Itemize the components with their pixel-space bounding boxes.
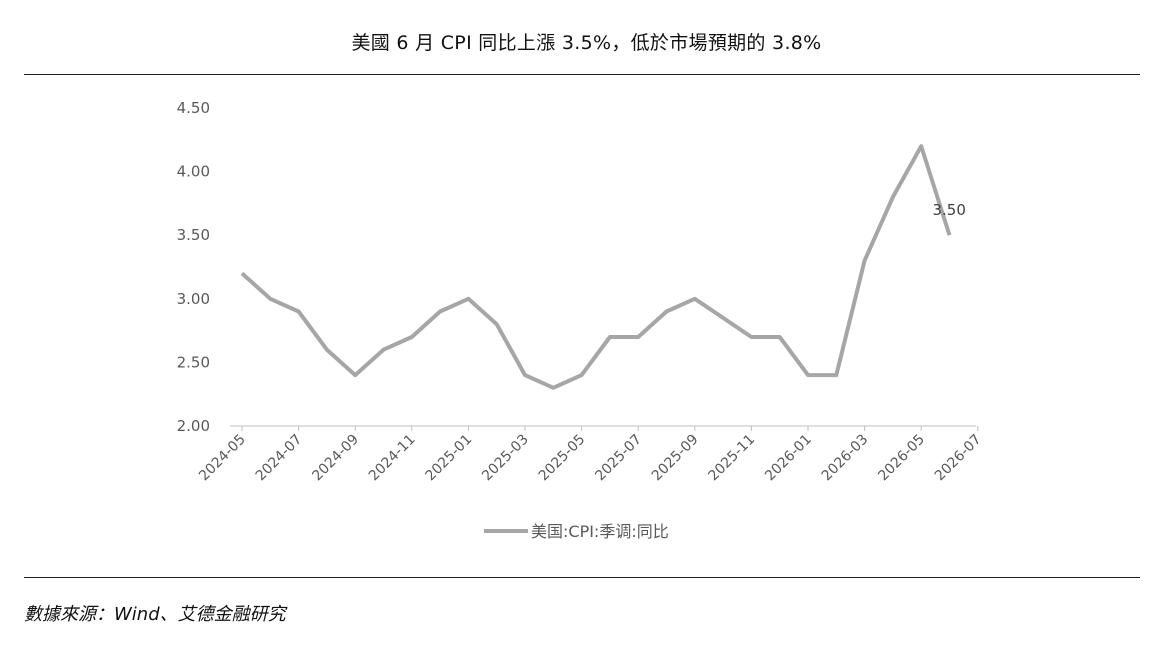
data-point (636, 335, 640, 339)
data-point (834, 373, 838, 377)
data-point (466, 297, 470, 301)
data-point (948, 233, 952, 237)
data-point (863, 259, 867, 263)
data-point (778, 335, 782, 339)
x-tick-label: 2025-09 (649, 432, 702, 485)
data-point (325, 348, 329, 352)
x-tick-label: 2024-09 (309, 432, 362, 485)
data-point (268, 297, 272, 301)
y-tick-label: 4.00 (177, 163, 210, 181)
y-tick-label: 3.50 (177, 226, 210, 244)
x-tick-label: 2025-07 (592, 432, 645, 485)
y-tick-label: 3.00 (177, 290, 210, 308)
x-tick-label: 2025-05 (536, 432, 589, 485)
top-divider (24, 74, 1140, 75)
data-point (580, 373, 584, 377)
series-line (240, 144, 952, 390)
x-tick-label: 2026-07 (932, 432, 985, 485)
data-point (551, 386, 555, 390)
legend-label: 美国:CPI:季调:同比 (531, 522, 669, 541)
data-point (919, 144, 923, 148)
data-source-note: 數據來源：Wind、艾德金融研究 (24, 604, 286, 625)
data-point (608, 335, 612, 339)
y-tick-label: 2.50 (177, 353, 210, 371)
data-point (410, 335, 414, 339)
chart-title: 美國 6 月 CPI 同比上漲 3.5%，低於市場預期的 3.8% (351, 32, 822, 54)
data-label-last: 3.50 (933, 201, 966, 219)
data-point (297, 310, 301, 314)
data-point (806, 373, 810, 377)
x-tick-label: 2024-07 (253, 432, 306, 485)
data-point (665, 310, 669, 314)
x-tick-label: 2025-11 (706, 432, 759, 485)
data-point (721, 316, 725, 320)
x-tick-label: 2024-11 (366, 432, 419, 485)
data-point (382, 348, 386, 352)
data-point (523, 373, 527, 377)
bottom-divider (24, 577, 1140, 578)
data-point (749, 335, 753, 339)
x-tick-label: 2026-05 (875, 432, 928, 485)
y-tick-label: 4.50 (177, 99, 210, 117)
data-point (495, 322, 499, 326)
x-tick-label: 2024-05 (196, 432, 249, 485)
x-tick-label: 2025-01 (423, 432, 476, 485)
data-point (693, 297, 697, 301)
data-point (240, 271, 244, 275)
x-tick-label: 2026-01 (762, 432, 815, 485)
x-tick-label: 2026-03 (819, 432, 872, 485)
data-point (353, 373, 357, 377)
data-point (891, 195, 895, 199)
y-tick-label: 2.00 (177, 417, 210, 435)
data-point (438, 310, 442, 314)
x-tick-label: 2025-03 (479, 432, 532, 485)
